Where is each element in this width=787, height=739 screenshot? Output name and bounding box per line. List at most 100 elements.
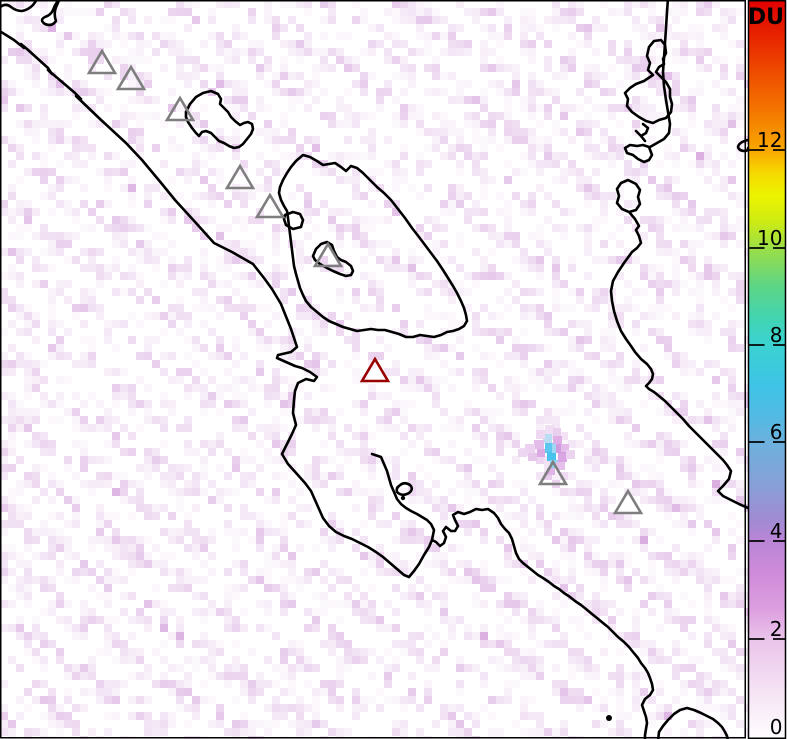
noise-pixel xyxy=(280,296,288,304)
noise-pixel xyxy=(616,536,624,544)
noise-pixel xyxy=(464,288,472,296)
noise-pixel xyxy=(296,184,304,192)
noise-pixel xyxy=(696,728,704,736)
noise-pixel xyxy=(624,296,632,304)
noise-pixel xyxy=(656,688,664,696)
noise-pixel xyxy=(256,280,264,288)
noise-pixel xyxy=(352,288,360,296)
noise-pixel xyxy=(440,272,448,280)
noise-pixel xyxy=(504,88,512,96)
noise-pixel xyxy=(616,720,624,728)
noise-pixel xyxy=(696,696,704,704)
noise-pixel xyxy=(336,576,344,584)
noise-pixel xyxy=(432,144,440,152)
noise-pixel xyxy=(680,392,688,400)
noise-pixel xyxy=(736,648,744,656)
noise-pixel xyxy=(200,368,208,376)
noise-pixel xyxy=(736,696,744,704)
noise-pixel xyxy=(560,432,568,440)
noise-pixel xyxy=(24,424,32,432)
noise-pixel xyxy=(536,472,544,480)
noise-pixel xyxy=(464,472,472,480)
noise-pixel xyxy=(704,64,712,72)
noise-pixel xyxy=(416,432,424,440)
noise-pixel xyxy=(336,408,344,416)
noise-pixel xyxy=(216,408,224,416)
noise-pixel xyxy=(440,288,448,296)
noise-pixel xyxy=(240,712,248,720)
noise-pixel xyxy=(328,0,336,8)
noise-pixel xyxy=(656,16,664,24)
noise-pixel xyxy=(216,72,224,80)
noise-pixel xyxy=(616,680,624,688)
noise-pixel xyxy=(688,256,696,264)
noise-pixel xyxy=(608,688,616,696)
noise-pixel xyxy=(736,488,744,496)
noise-pixel xyxy=(456,728,464,736)
noise-pixel xyxy=(568,648,576,656)
volcano-marker-layer xyxy=(86,48,644,515)
noise-pixel xyxy=(304,8,312,16)
noise-pixel xyxy=(456,48,464,56)
noise-pixel xyxy=(272,32,280,40)
noise-pixel xyxy=(0,528,8,536)
noise-pixel xyxy=(8,144,16,152)
noise-pixel xyxy=(384,392,392,400)
noise-pixel xyxy=(344,600,352,608)
noise-pixel xyxy=(112,400,120,408)
noise-pixel xyxy=(208,440,216,448)
noise-pixel xyxy=(32,680,40,688)
noise-pixel xyxy=(112,120,120,128)
noise-pixel xyxy=(248,56,256,64)
noise-pixel xyxy=(40,160,48,168)
noise-pixel xyxy=(504,200,512,208)
noise-pixel xyxy=(672,176,680,184)
noise-pixel xyxy=(208,8,216,16)
noise-pixel xyxy=(496,664,504,672)
noise-pixel xyxy=(136,240,144,248)
noise-pixel xyxy=(496,576,504,584)
noise-pixel xyxy=(368,144,376,152)
noise-pixel xyxy=(424,496,432,504)
noise-pixel xyxy=(632,472,640,480)
noise-pixel xyxy=(224,280,232,288)
noise-pixel xyxy=(480,432,488,440)
noise-pixel xyxy=(232,288,240,296)
noise-pixel xyxy=(528,344,536,352)
noise-pixel xyxy=(248,680,256,688)
noise-pixel xyxy=(152,584,160,592)
noise-pixel xyxy=(616,576,624,584)
noise-pixel xyxy=(720,592,728,600)
noise-pixel xyxy=(560,472,568,480)
noise-pixel xyxy=(72,568,80,576)
noise-pixel xyxy=(128,80,136,88)
noise-pixel xyxy=(56,240,64,248)
noise-pixel xyxy=(360,592,368,600)
noise-pixel xyxy=(480,496,488,504)
noise-pixel xyxy=(64,296,72,304)
noise-pixel xyxy=(688,240,696,248)
noise-pixel xyxy=(536,672,544,680)
noise-pixel xyxy=(584,664,592,672)
noise-pixel xyxy=(176,280,184,288)
noise-pixel xyxy=(496,208,504,216)
noise-pixel xyxy=(264,128,272,136)
noise-pixel xyxy=(552,296,560,304)
noise-pixel xyxy=(352,584,360,592)
noise-pixel xyxy=(328,728,336,736)
noise-pixel xyxy=(192,360,200,368)
noise-pixel xyxy=(24,40,32,48)
noise-pixel xyxy=(168,632,176,640)
noise-pixel xyxy=(432,632,440,640)
noise-pixel xyxy=(480,184,488,192)
noise-pixel xyxy=(376,96,384,104)
noise-pixel xyxy=(624,376,632,384)
noise-pixel xyxy=(168,552,176,560)
noise-pixel xyxy=(296,696,304,704)
noise-pixel xyxy=(472,120,480,128)
noise-pixel xyxy=(248,256,256,264)
noise-pixel xyxy=(120,496,128,504)
noise-pixel xyxy=(600,504,608,512)
noise-pixel xyxy=(304,416,312,424)
noise-pixel xyxy=(320,688,328,696)
